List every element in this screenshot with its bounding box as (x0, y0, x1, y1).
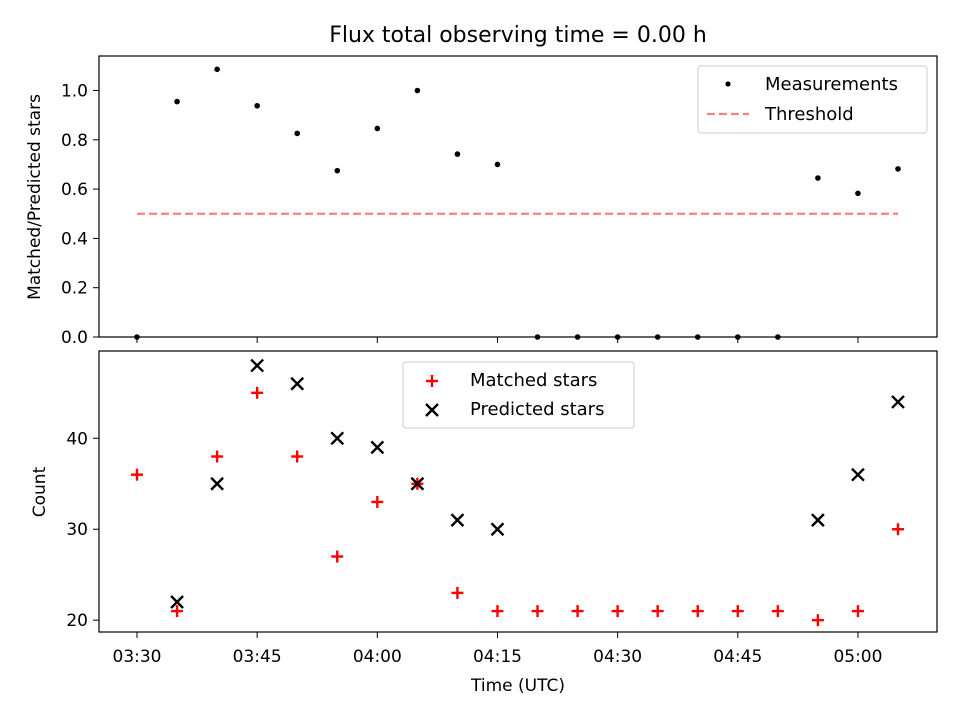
matched-star-point (571, 605, 584, 618)
matched-star-point (811, 614, 824, 627)
predicted-star-point (891, 395, 905, 409)
predicted-star-point (851, 467, 865, 482)
top-y-tick-label: 0.0 (61, 328, 88, 348)
matched-star-point (851, 605, 864, 618)
measurement-point (294, 130, 301, 137)
measurement-point (214, 66, 220, 73)
x-tick-label: 04:15 (473, 647, 522, 667)
measurement-point (414, 87, 421, 94)
matched-star-point (771, 605, 784, 618)
top-y-tick-label: 0.8 (61, 131, 88, 151)
predicted-star-point (490, 522, 505, 537)
bottom-panel: 20 30 40 03:30 03:45 04:00 04:15 04:30 04:45 05:… (30, 350, 938, 696)
matched-star-point (131, 468, 143, 481)
legend-threshold-label: Threshold (764, 104, 854, 125)
legend-predicted-marker (425, 403, 439, 417)
matched-star-point (291, 450, 304, 463)
predicted-star-point (210, 476, 224, 491)
predicted-star-point (330, 431, 345, 446)
predicted-star-point (170, 595, 184, 609)
predicted-star-point (450, 513, 465, 527)
measurement-point (494, 161, 501, 168)
predicted-star-point (811, 513, 825, 527)
predicted-star-point (250, 358, 265, 373)
measurement-point (815, 175, 821, 181)
matched-star-point (651, 605, 664, 618)
top-panel: 0.0 0.2 0.4 0.6 0.8 1.0 Matched/Predicted sta… (25, 55, 938, 348)
matched-star-point (491, 605, 504, 618)
measurement-point (254, 102, 260, 109)
matched-star-point (331, 550, 344, 563)
matched-star-point (371, 495, 384, 508)
x-tick-label: 04:00 (353, 647, 402, 667)
bottom-y-tick-label: 20 (66, 611, 88, 631)
top-legend-box (697, 65, 928, 134)
legend-measurements-label: Measurements (765, 74, 898, 95)
x-tick-label: 05:00 (833, 647, 882, 667)
x-tick-label: 04:45 (713, 647, 762, 667)
top-y-axis: 0.0 0.2 0.4 0.6 0.8 1.0 (61, 82, 99, 348)
figure-title: Flux total observing time = 0.00 h (329, 23, 707, 48)
matched-star-point (611, 605, 624, 618)
matched-star-point (211, 450, 224, 463)
legend-matched-label: Matched stars (470, 370, 597, 391)
top-axes-frame (98, 55, 938, 338)
bottom-legend-box (402, 361, 635, 429)
top-y-axis-label: Matched/Predicted stars (25, 94, 45, 300)
top-y-tick-label: 0.6 (61, 180, 88, 200)
predicted-star-point (290, 376, 305, 391)
bottom-axes-frame (98, 350, 938, 633)
legend-predicted-label: Predicted stars (470, 399, 604, 420)
bottom-x-axis: 03:30 03:45 04:00 04:15 04:30 04:45 05:00 (113, 632, 882, 667)
measurement-point (895, 166, 901, 172)
matched-star-point (731, 605, 744, 618)
bottom-y-tick-label: 30 (66, 520, 88, 540)
measurement-point (454, 151, 461, 157)
top-y-tick-label: 0.4 (61, 229, 88, 249)
measurement-point (174, 98, 180, 105)
bottom-plot-area (131, 358, 905, 627)
x-tick-label: 03:45 (233, 647, 282, 667)
matched-star-point (251, 386, 264, 399)
top-y-tick-label: 0.2 (61, 279, 88, 299)
x-tick-label: 04:30 (593, 647, 642, 667)
predicted-star-point (410, 476, 425, 491)
bottom-y-axis-label: Count (30, 466, 50, 517)
predicted-star-point (370, 440, 385, 455)
bottom-y-tick-label: 40 (66, 429, 88, 449)
matched-star-point (451, 586, 464, 599)
x-tick-label: 03:30 (113, 647, 162, 667)
bottom-legend: Matched stars Predicted stars (402, 361, 635, 429)
top-legend: Measurements Threshold (697, 65, 928, 134)
legend-measurements-marker (725, 81, 731, 87)
matched-star-point (531, 605, 544, 618)
matched-star-point (892, 523, 904, 536)
matched-star-point (171, 605, 184, 618)
legend-matched-marker (426, 375, 438, 387)
matched-star-point (691, 605, 704, 618)
measurement-point (374, 125, 381, 132)
measurement-point (855, 190, 861, 197)
bottom-y-axis: 20 30 40 (66, 429, 99, 631)
measurement-point (334, 167, 341, 174)
x-axis-label: Time (UTC) (470, 676, 565, 696)
top-y-tick-label: 1.0 (61, 82, 88, 102)
